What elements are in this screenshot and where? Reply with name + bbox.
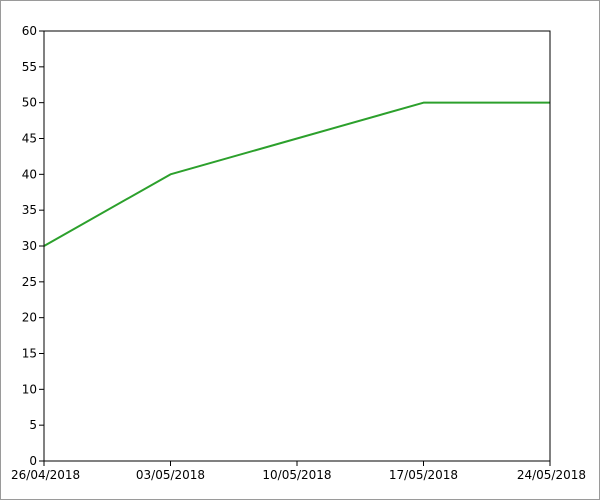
plot-area-border <box>43 30 551 462</box>
y-axis-ticks: 0 5 10 15 20 25 30 35 40 45 50 55 60 <box>22 24 44 468</box>
y-tick-label: 25 <box>22 275 37 289</box>
y-tick-label: 60 <box>22 24 37 38</box>
y-tick-label: 5 <box>29 418 37 432</box>
x-tick-label: 26/04/2018 <box>11 468 80 482</box>
y-tick-label: 0 <box>29 454 37 468</box>
series-layer <box>43 101 550 247</box>
y-tick-label: 35 <box>22 203 37 217</box>
x-tick-label: 10/05/2018 <box>262 468 331 482</box>
y-tick-label: 20 <box>22 311 37 325</box>
y-tick-label: 15 <box>22 347 37 361</box>
y-tick-label: 55 <box>22 60 37 74</box>
x-tick-label: 17/05/2018 <box>389 468 458 482</box>
y-tick-label: 30 <box>22 239 37 253</box>
y-tick-label: 50 <box>22 96 37 110</box>
y-tick-label: 10 <box>22 382 37 396</box>
x-tick-label: 24/05/2018 <box>517 468 586 482</box>
x-tick-label: 03/05/2018 <box>136 468 205 482</box>
y-tick-label: 40 <box>22 167 37 181</box>
series-line <box>43 101 550 247</box>
y-tick-label: 45 <box>22 132 37 146</box>
x-axis-ticks: 26/04/2018 03/05/2018 10/05/2018 17/05/2018… <box>11 461 586 482</box>
